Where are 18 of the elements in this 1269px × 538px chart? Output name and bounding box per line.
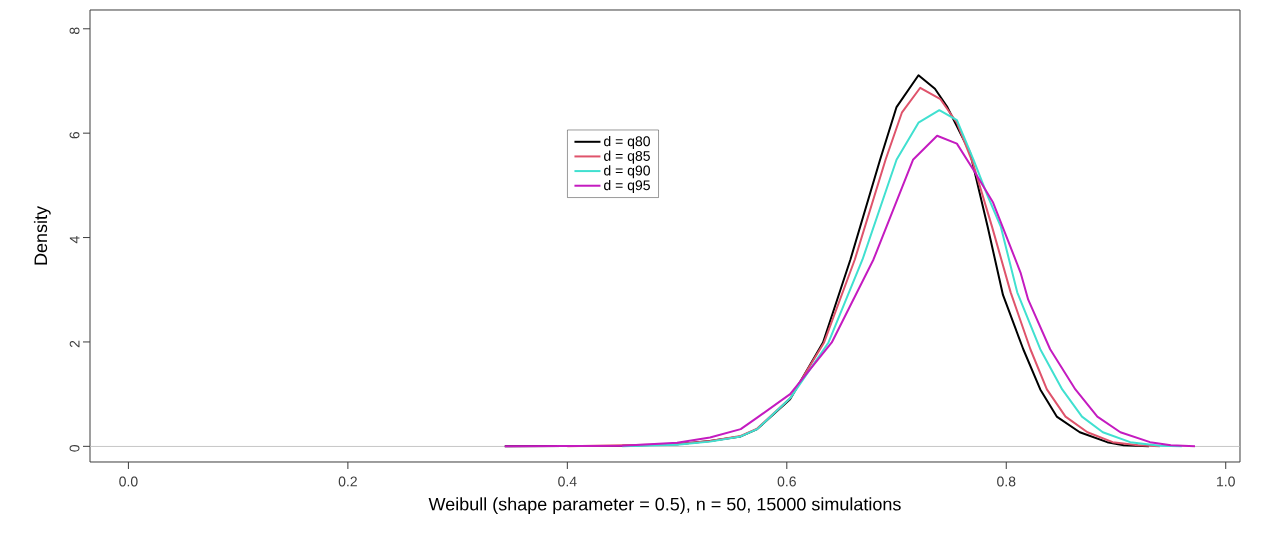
legend-label: d = q90: [604, 165, 650, 179]
legend-label: d = q80: [604, 135, 650, 150]
legend-label: d = q95: [604, 179, 650, 193]
x-axis-title: Weibull (shape parameter = 0.5), n = 50, 15000 simulations: [428, 497, 901, 515]
x-tick-label: 0.0: [119, 476, 138, 487]
x-tick-label: 1.0: [1217, 476, 1235, 487]
x-tick-label: 0.8: [997, 476, 1016, 487]
y-axis-title: Density: [33, 206, 51, 265]
x-tick-label: 0.2: [338, 476, 357, 487]
line-series: [503, 134, 1196, 448]
y-tick-label: 8: [69, 27, 80, 35]
y-tick-label: 6: [69, 131, 80, 139]
y-tick-label: 4: [69, 236, 80, 244]
y-tick-label: 0: [69, 444, 80, 452]
y-tick-label: 2: [69, 340, 80, 348]
x-tick-label: 0.6: [777, 476, 796, 487]
legend-label: d = q85: [604, 150, 650, 164]
x-tick-label: 0.4: [558, 476, 577, 487]
